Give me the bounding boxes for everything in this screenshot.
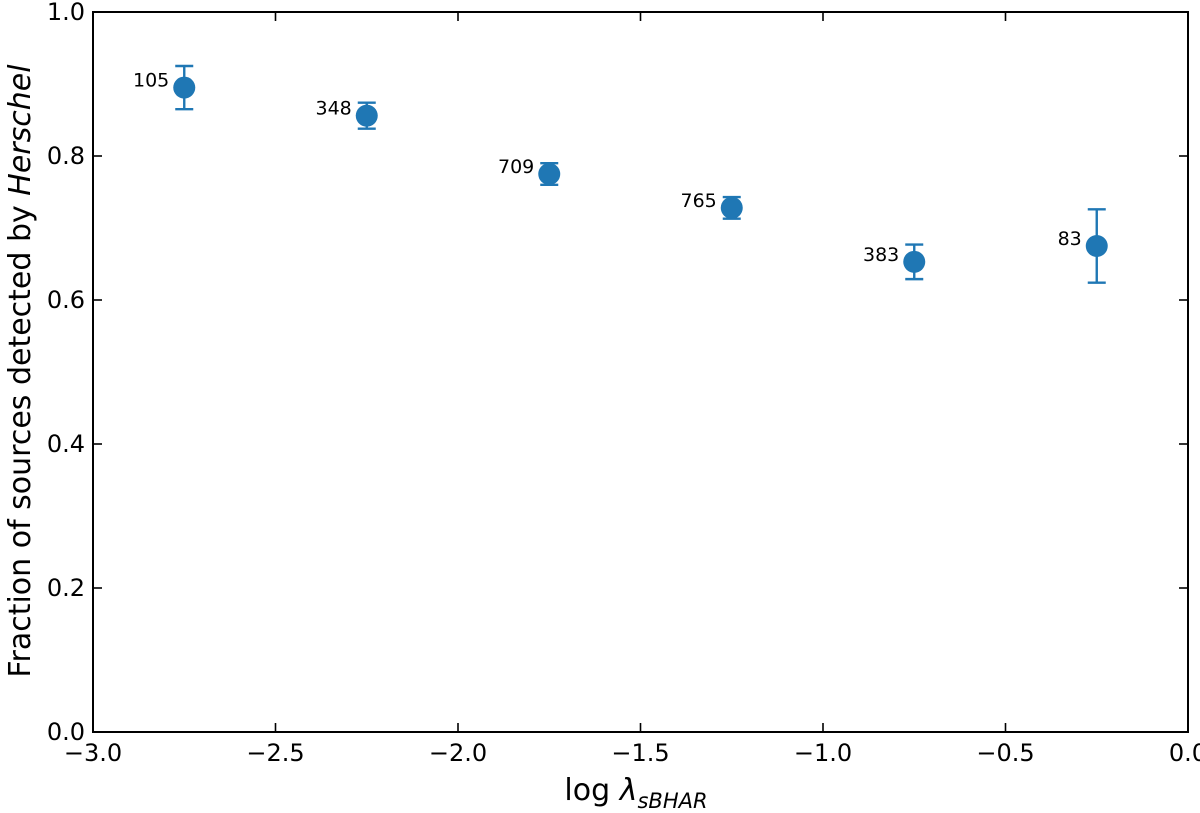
y-axis: 0.0 0.2 0.4 0.6 0.8 1.0 [47,0,1188,746]
point-marker [1085,235,1108,257]
y-tick-label: 0.4 [47,430,85,458]
x-tick-label: −1.5 [611,739,669,767]
x-axis-title-symbol: λ [618,773,638,808]
data-point: 348 [315,98,378,130]
data-point: 105 [133,64,196,111]
x-axis-title-subscript: sBHAR [637,789,707,813]
x-axis: −3.0 −2.5 −2.0 −1.5 −1.0 −0.5 0.0 [64,12,1200,767]
x-axis-title-prefix: log [564,773,619,808]
data-point: 383 [863,243,926,281]
data-point: 83 [1058,208,1108,284]
y-axis-title-prefix: Fraction of sources detected by [3,196,38,678]
point-label: 709 [498,156,534,178]
y-tick-label: 1.0 [47,0,85,26]
y-tick-label: 0.6 [47,286,85,314]
data-points: 105 348 709 765 383 83 [133,64,1108,284]
y-axis-title-emphasis: Herschel [3,64,38,196]
y-tick-label: 0.2 [47,574,85,602]
point-marker [173,76,196,99]
x-tick-label: 0.0 [1169,739,1200,767]
x-tick-label: −1.0 [794,739,852,767]
point-label: 105 [133,70,169,92]
point-marker [355,104,378,127]
y-tick-label: 0.8 [47,142,85,170]
x-tick-label: −2.0 [429,739,487,767]
plot-frame [92,11,1189,733]
point-marker [538,163,561,185]
point-marker [903,250,926,273]
y-axis-title: Fraction of sources detected by Herschel [3,64,38,678]
point-marker [720,196,743,219]
x-tick-label: −3.0 [64,739,122,767]
point-label: 348 [315,98,351,120]
y-tick-label: 0.0 [47,718,85,746]
data-point: 765 [680,190,743,220]
data-point: 709 [498,156,561,187]
point-label: 383 [863,244,899,266]
plot-area [92,11,1189,733]
x-tick-label: −2.5 [246,739,304,767]
x-axis-title: log λsBHAR [564,773,707,813]
x-tick-label: −0.5 [976,739,1034,767]
point-label: 765 [680,190,716,212]
point-label: 83 [1058,228,1082,250]
